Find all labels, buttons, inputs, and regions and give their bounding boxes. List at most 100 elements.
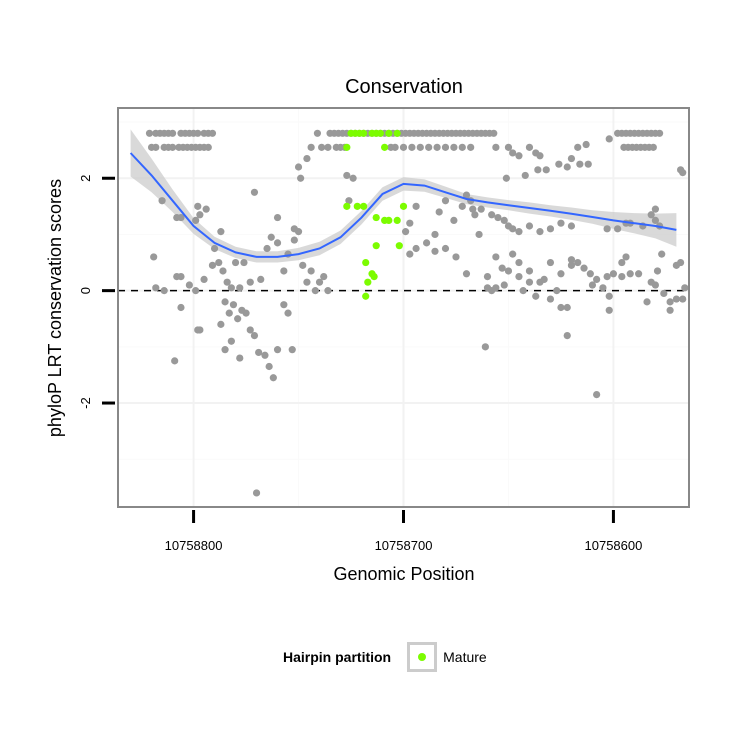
- mature-data-point: [393, 129, 401, 137]
- data-point: [666, 306, 674, 314]
- data-point: [441, 143, 450, 151]
- panel-border: [117, 107, 690, 508]
- y-axis-label: phyloP LRT conservation scores: [45, 179, 65, 437]
- data-point: [320, 272, 328, 281]
- data-point: [208, 261, 217, 269]
- data-point: [168, 129, 177, 137]
- data-point: [500, 216, 508, 224]
- data-point: [635, 270, 643, 278]
- data-point: [145, 129, 154, 137]
- mature-data-point: [372, 242, 380, 250]
- data-point: [299, 261, 307, 269]
- data-point: [515, 152, 523, 160]
- data-point: [152, 143, 160, 151]
- data-point: [458, 202, 466, 210]
- data-point: [603, 272, 611, 281]
- data-point: [458, 143, 466, 151]
- legend-title: Hairpin partition: [283, 649, 392, 665]
- mature-data-point: [362, 258, 370, 267]
- data-point: [483, 272, 492, 281]
- data-point: [653, 267, 662, 275]
- data-point: [273, 346, 282, 354]
- data-point: [576, 160, 584, 168]
- data-point: [605, 306, 613, 314]
- data-point: [681, 284, 689, 292]
- data-point: [318, 143, 326, 151]
- data-point: [536, 228, 544, 236]
- data-point: [593, 275, 601, 284]
- data-point: [343, 171, 351, 180]
- data-point: [525, 278, 534, 286]
- data-point: [488, 211, 496, 219]
- data-point: [567, 154, 576, 163]
- x-tick-label: 10758800: [165, 538, 223, 553]
- mature-data-point: [385, 216, 393, 224]
- data-point: [192, 287, 200, 295]
- data-point: [273, 213, 282, 222]
- data-point: [677, 258, 685, 267]
- mature-data-point: [376, 129, 385, 137]
- data-point: [303, 154, 311, 163]
- data-point: [160, 287, 168, 295]
- data-point: [492, 143, 500, 151]
- data-point: [567, 222, 576, 230]
- mature-data-point: [395, 242, 403, 250]
- data-point: [605, 135, 613, 143]
- data-point: [307, 267, 315, 275]
- data-point: [515, 228, 523, 236]
- data-point: [475, 230, 483, 239]
- data-point: [227, 284, 235, 292]
- data-point: [422, 239, 431, 247]
- data-point: [250, 331, 259, 340]
- data-point: [269, 374, 277, 382]
- data-point: [525, 143, 534, 151]
- data-point: [563, 331, 571, 340]
- data-point: [227, 337, 235, 345]
- data-point: [204, 143, 212, 151]
- mature-data-point: [364, 278, 372, 286]
- data-point: [525, 267, 534, 275]
- data-point: [152, 284, 160, 292]
- mature-data-point: [343, 143, 351, 151]
- data-point: [261, 351, 269, 359]
- data-point: [441, 244, 450, 253]
- data-point: [433, 143, 441, 151]
- data-point: [217, 228, 225, 236]
- data-point: [462, 191, 471, 199]
- data-point: [406, 250, 414, 258]
- data-point: [303, 278, 311, 286]
- data-point: [649, 143, 657, 151]
- data-point: [450, 143, 458, 151]
- data-point: [150, 253, 158, 261]
- legend: Hairpin partition Mature: [283, 638, 487, 676]
- data-point: [311, 287, 319, 295]
- data-point: [240, 258, 248, 267]
- data-point: [290, 236, 298, 244]
- data-point: [177, 213, 185, 222]
- data-point: [584, 160, 592, 168]
- data-point: [406, 219, 414, 227]
- data-point: [408, 143, 416, 151]
- data-point: [462, 270, 471, 278]
- data-point: [647, 211, 655, 219]
- data-point: [492, 284, 500, 292]
- data-point: [219, 267, 227, 275]
- data-point: [515, 272, 523, 281]
- data-point: [431, 230, 439, 239]
- data-point: [599, 284, 607, 292]
- data-point: [618, 272, 626, 281]
- data-point: [252, 489, 261, 497]
- data-point: [399, 143, 408, 151]
- data-point: [534, 166, 542, 174]
- data-point: [532, 292, 540, 300]
- data-point: [553, 287, 561, 295]
- data-point: [217, 320, 225, 328]
- data-point: [210, 244, 219, 253]
- data-point: [288, 346, 296, 354]
- data-point: [416, 143, 424, 151]
- data-point: [267, 233, 275, 241]
- data-point: [257, 275, 265, 284]
- data-point: [477, 205, 485, 213]
- data-point: [557, 219, 565, 227]
- mature-data-point: [360, 129, 368, 137]
